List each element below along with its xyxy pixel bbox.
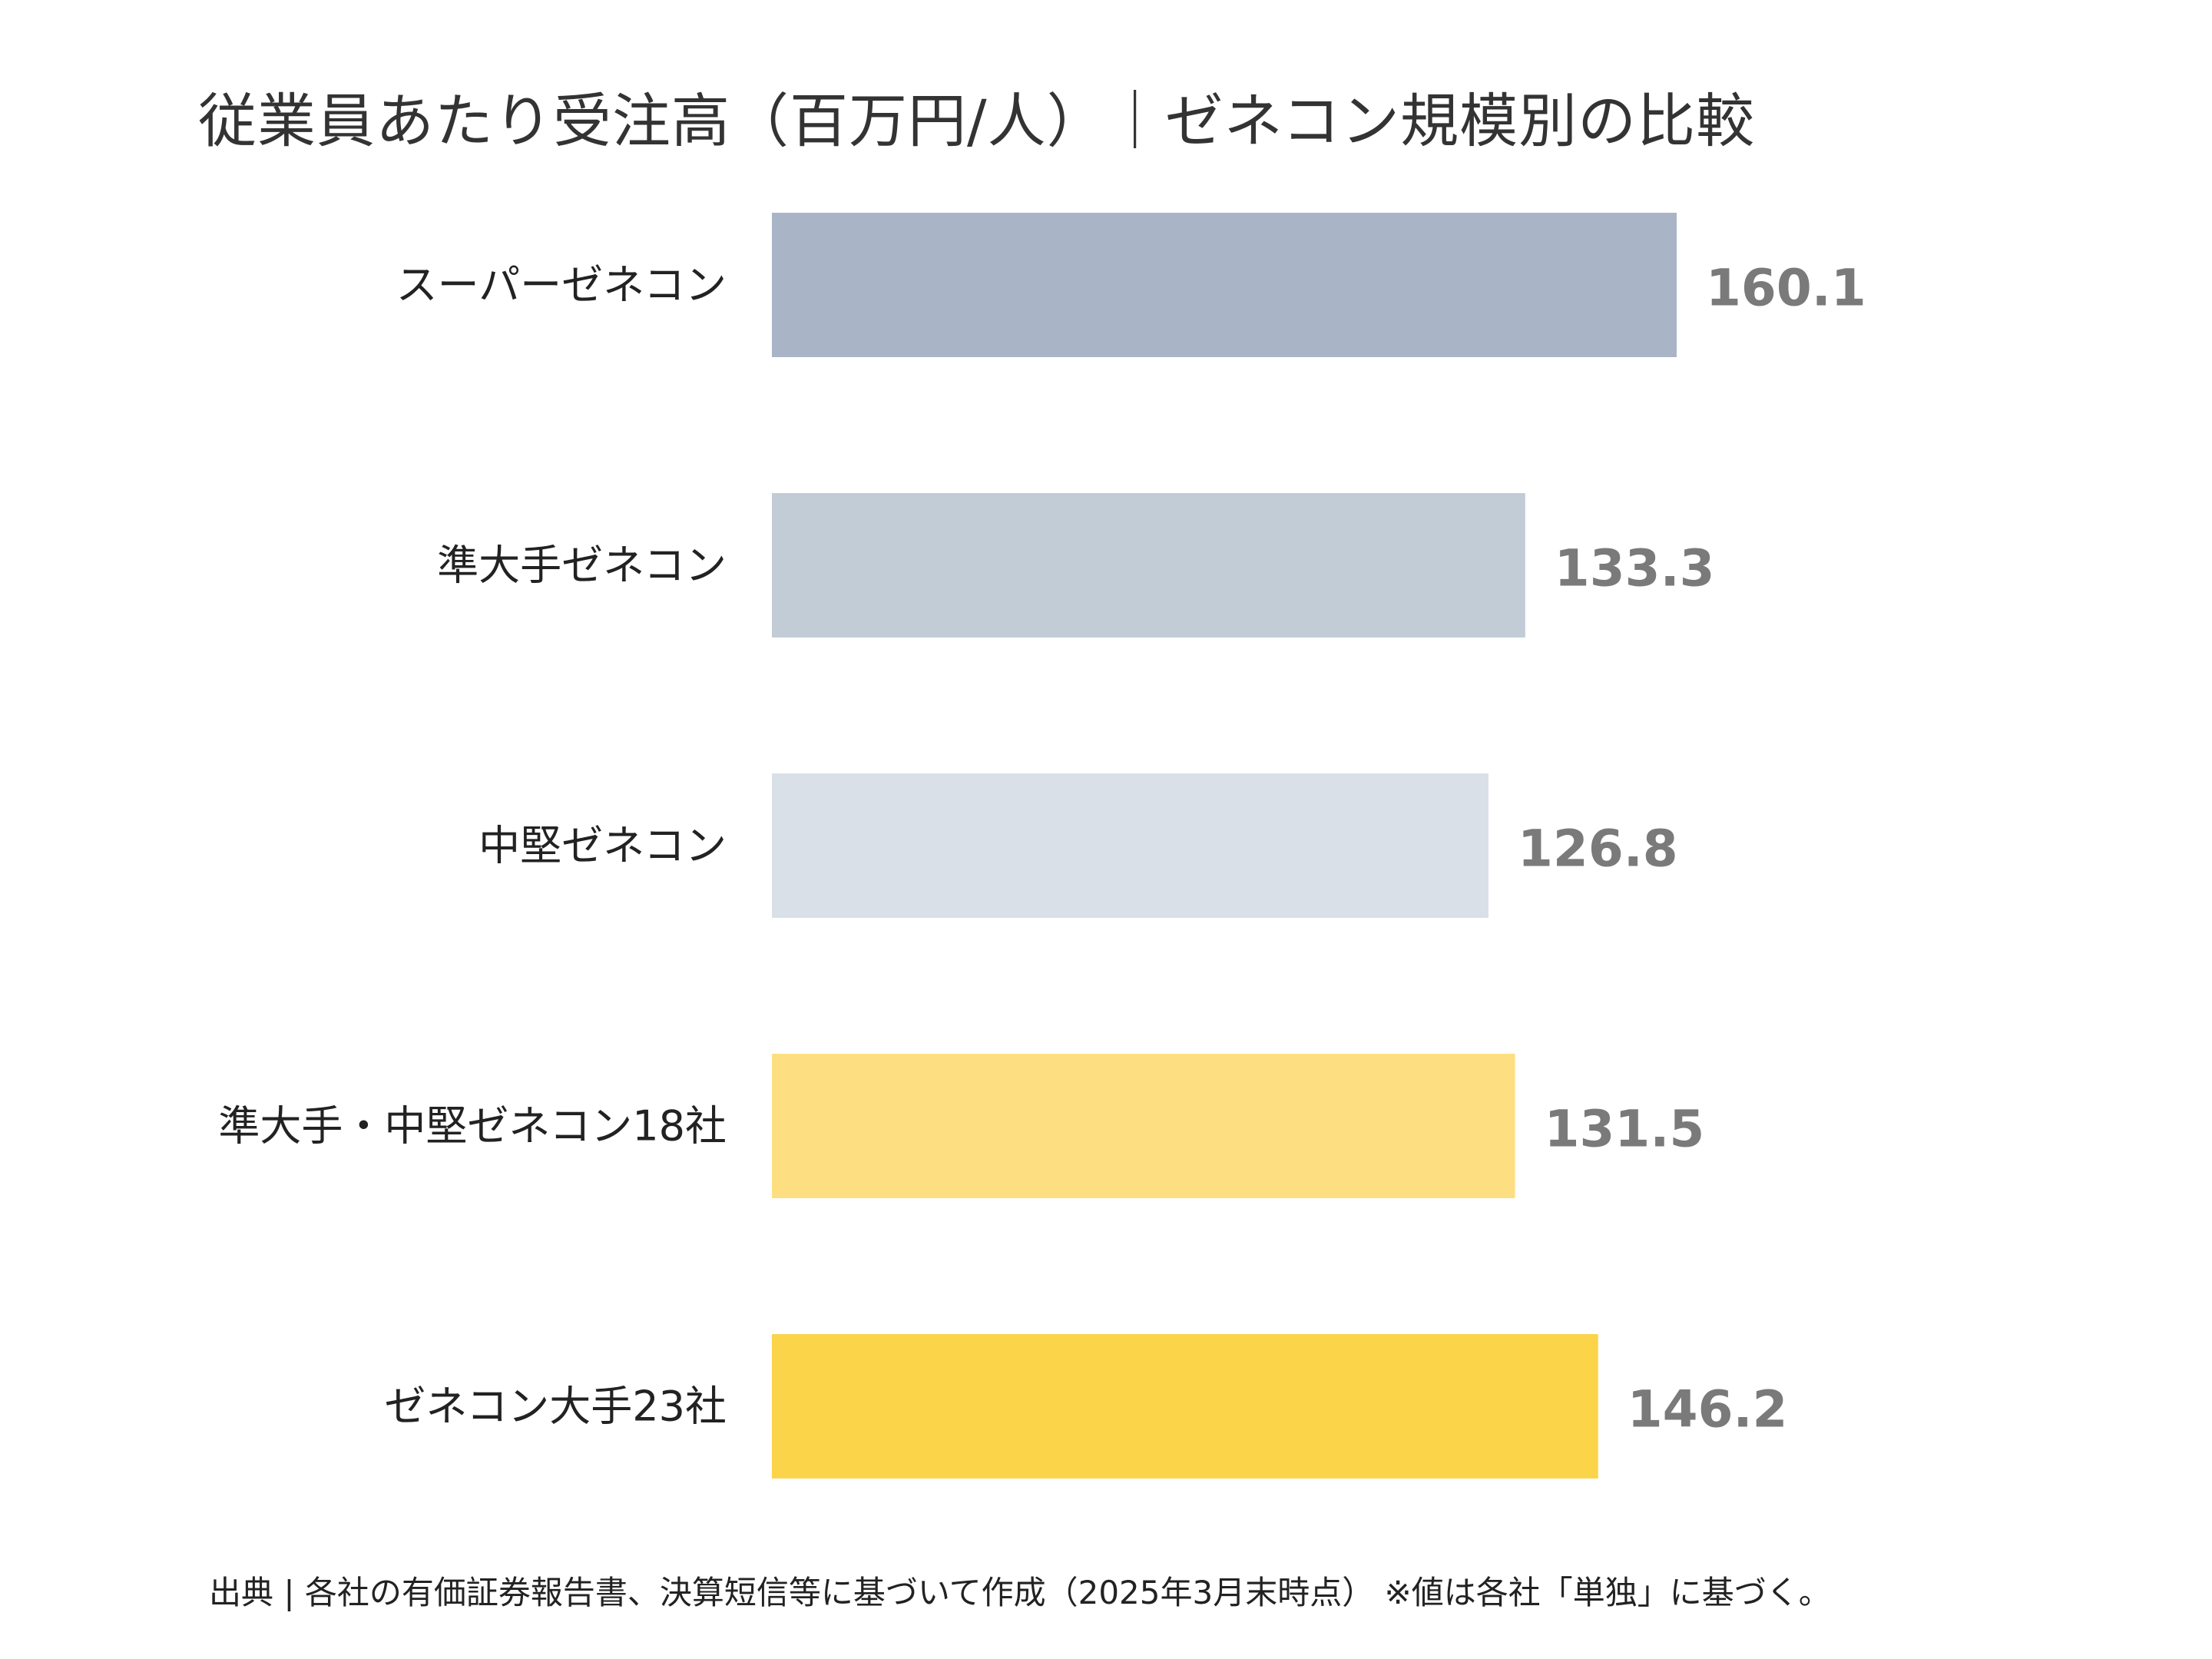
bar-4 (772, 1054, 1515, 1198)
bar-3 (772, 773, 1488, 918)
category-label-3: 中堅ゼネコン (478, 822, 727, 870)
category-label-1: スーパーゼネコン (396, 261, 727, 310)
value-label-2: 133.3 (1555, 539, 1715, 598)
category-label-5: ゼネコン大手23社 (384, 1382, 727, 1431)
bar-5 (772, 1334, 1598, 1479)
bars-layer: スーパーゼネコン 160.1 準大手ゼネコン 133.3 中堅ゼネコン 126.8 準大手・… (218, 213, 1866, 1479)
value-label-1: 160.1 (1706, 259, 1866, 318)
chart-title: 従業員あたり受注高（百万円/人）｜ゼネコン規模別の比較 (198, 87, 1756, 155)
bar-2 (772, 493, 1525, 637)
source-note: 出典 | 各社の有価証券報告書、決算短信等に基づいて作成（2025年3月末時点）… (209, 1574, 1831, 1611)
value-label-4: 131.5 (1545, 1100, 1705, 1159)
bar-1 (772, 213, 1677, 357)
value-label-3: 126.8 (1518, 820, 1678, 879)
value-label-5: 146.2 (1628, 1380, 1788, 1439)
category-label-2: 準大手ゼネコン (437, 541, 727, 590)
category-label-4: 準大手・中堅ゼネコン18社 (218, 1102, 727, 1151)
